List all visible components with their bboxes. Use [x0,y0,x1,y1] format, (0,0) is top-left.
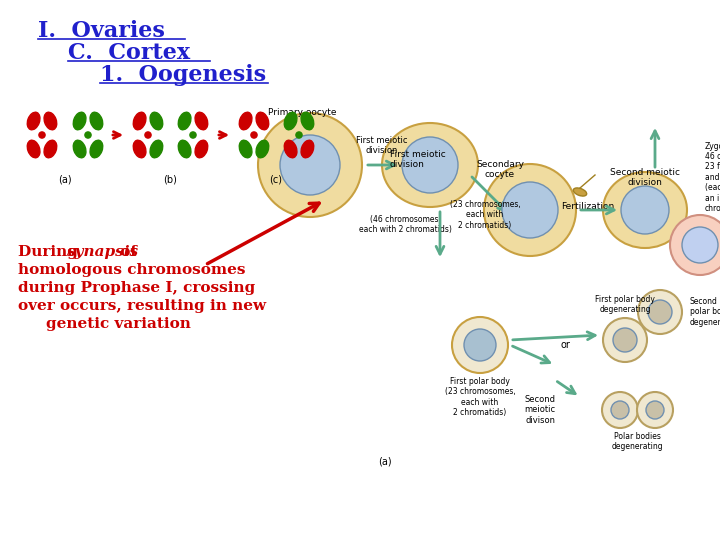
Circle shape [452,317,508,373]
Ellipse shape [145,132,151,138]
Circle shape [464,329,496,361]
Circle shape [280,135,340,195]
Circle shape [646,401,664,419]
Ellipse shape [27,112,40,130]
Text: of: of [115,245,137,259]
Ellipse shape [382,123,478,207]
Text: First polar body
degenerating: First polar body degenerating [595,295,655,314]
Circle shape [484,164,576,256]
Ellipse shape [301,140,314,158]
Ellipse shape [190,132,196,138]
Circle shape [602,392,638,428]
Text: Second meiotic
division: Second meiotic division [610,168,680,187]
Ellipse shape [573,188,587,196]
Text: homologous chromosomes: homologous chromosomes [18,263,246,277]
Ellipse shape [195,140,208,158]
Ellipse shape [284,140,297,158]
Text: Fertilization: Fertilization [562,202,615,211]
Text: (c): (c) [269,174,282,185]
Ellipse shape [44,140,57,158]
Ellipse shape [85,132,91,138]
Text: Polar bodies
degenerating: Polar bodies degenerating [611,432,663,451]
Text: during Prophase I, crossing: during Prophase I, crossing [18,281,256,295]
Ellipse shape [296,132,302,138]
Circle shape [638,290,682,334]
Text: 1.  Oogenesis: 1. Oogenesis [100,64,266,86]
Text: (a): (a) [378,457,392,467]
Text: (a): (a) [58,174,72,185]
Ellipse shape [150,140,163,158]
Circle shape [648,300,672,324]
Ellipse shape [150,112,163,130]
Ellipse shape [73,140,86,158]
Text: During: During [18,245,83,259]
Ellipse shape [195,112,208,130]
Circle shape [603,318,647,362]
Ellipse shape [44,112,57,130]
Circle shape [502,182,558,238]
Ellipse shape [90,112,103,130]
Circle shape [613,328,637,352]
Circle shape [637,392,673,428]
Circle shape [258,113,362,217]
Text: over occurs, resulting in new: over occurs, resulting in new [18,299,266,313]
Circle shape [682,227,718,263]
Ellipse shape [251,132,257,138]
Text: synapsis: synapsis [66,245,138,259]
Ellipse shape [39,132,45,138]
Circle shape [670,215,720,275]
Text: Second
polar body
degenerating: Second polar body degenerating [690,297,720,327]
Text: Zygote
46 chromosomes,
23 from sperm cell
and 23 from egg cell
(each chromatid n: Zygote 46 chromosomes, 23 from sperm cel… [705,141,720,213]
Text: (b): (b) [163,174,177,185]
Text: First polar body
(23 chromosomes,
each with
2 chromatids): First polar body (23 chromosomes, each w… [445,377,516,417]
Text: (46 chromosomes,
each with 2 chromatids): (46 chromosomes, each with 2 chromatids) [359,215,451,234]
Ellipse shape [256,112,269,130]
Text: Second
meiotic
divison: Second meiotic divison [524,395,556,425]
Text: Primary oocyte: Primary oocyte [268,108,336,117]
Circle shape [611,401,629,419]
Ellipse shape [179,112,191,130]
Ellipse shape [90,140,103,158]
Text: First meiotic
division: First meiotic division [390,150,446,170]
Text: C.  Cortex: C. Cortex [68,42,190,64]
Ellipse shape [239,112,252,130]
Ellipse shape [179,140,191,158]
Ellipse shape [133,112,146,130]
Ellipse shape [256,140,269,158]
Ellipse shape [284,112,297,130]
Text: genetic variation: genetic variation [46,317,191,331]
Text: First meiotic
division: First meiotic division [356,136,408,155]
Text: Secondary
cocyte: Secondary cocyte [476,160,524,179]
Text: (23 chromosomes,
each with
2 chromatids): (23 chromosomes, each with 2 chromatids) [449,200,521,230]
Ellipse shape [133,140,146,158]
Text: I.  Ovaries: I. Ovaries [38,20,165,42]
Ellipse shape [27,140,40,158]
Ellipse shape [603,172,687,248]
Ellipse shape [239,140,252,158]
Text: or: or [560,340,570,350]
Ellipse shape [73,112,86,130]
Circle shape [621,186,669,234]
Circle shape [402,137,458,193]
Ellipse shape [301,112,314,130]
